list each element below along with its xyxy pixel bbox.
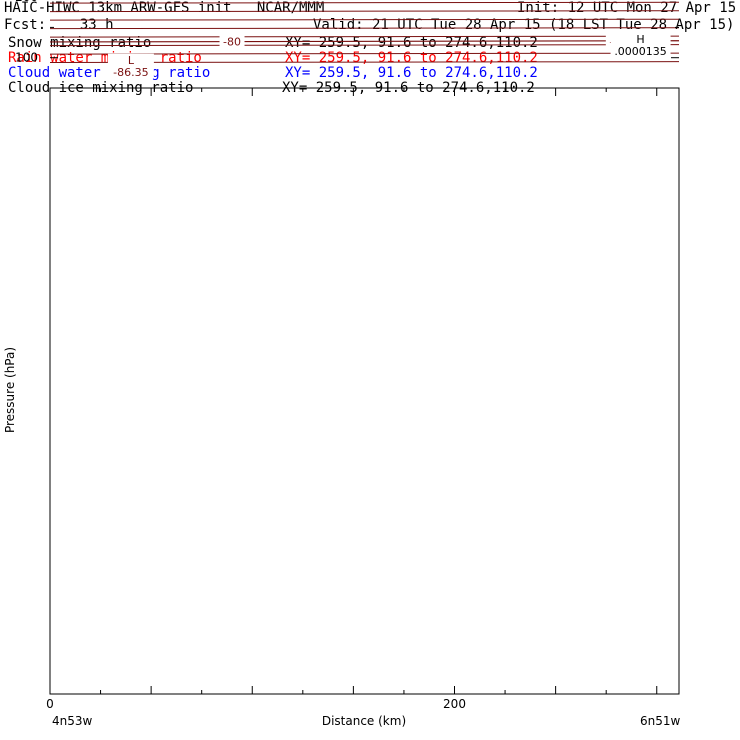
isotherm-line: [49, 61, 680, 64]
x-tick-label: 0: [46, 697, 54, 711]
contour-label: -80: [223, 35, 241, 48]
plot-frame: [49, 87, 680, 695]
isotherm-line: [49, 52, 680, 55]
y-tick-label: 100: [15, 51, 38, 65]
temperature-contours: [49, 1, 680, 64]
isotherm-line: [49, 44, 680, 47]
isotherm-line: [49, 35, 680, 38]
plot-marks: -80-80-40-40-30-30-20-20-10-100010102020…: [107, 33, 671, 79]
y-tick-label: 200: [15, 0, 38, 4]
field-xy-snow: XY= 259.5, 91.6 to 274.6,110.2: [285, 35, 538, 51]
isotherm-line: [49, 10, 680, 13]
isotherm-line: [49, 27, 680, 30]
isotherm-line: [49, 18, 680, 21]
end-point-label: 6n51w: [640, 714, 681, 728]
init-time: Init: 12 UTC Mon 27 Apr 15: [517, 0, 737, 16]
axes: 10020030040050060070080090010000200: [15, 0, 679, 711]
isotherm-line: [49, 1, 680, 4]
x-tick-label: 200: [443, 697, 466, 711]
extremum-bg: [107, 53, 154, 78]
y-axis-label: Pressure (hPa): [3, 347, 17, 433]
x-axis-label: Distance (km): [322, 714, 406, 728]
extremum-bg: [610, 33, 671, 58]
field-name-snow: Snow mixing ratio: [8, 35, 152, 51]
contour-label-bg: [219, 35, 245, 48]
start-point-label: 4n53w: [52, 714, 93, 728]
field-xy-cloud-water: XY= 259.5, 91.6 to 274.6,110.2: [285, 65, 538, 81]
extremum-type: L: [128, 54, 135, 67]
extremum-type: H: [636, 33, 644, 46]
extremum-value: -86.35: [113, 66, 148, 79]
extremum-value: .0000135: [614, 45, 667, 58]
isotherm-contour: [49, 40, 680, 43]
